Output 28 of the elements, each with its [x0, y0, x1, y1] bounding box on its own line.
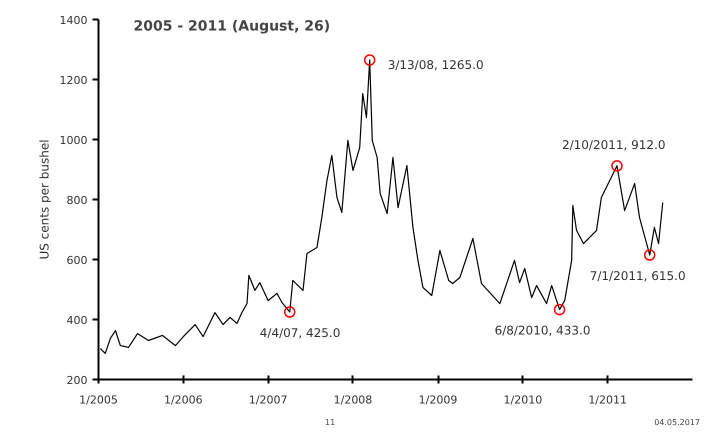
y-tick-label: 200	[66, 374, 88, 387]
y-tick-label: 600	[66, 254, 88, 267]
y-axis-title: US cents per bushel	[38, 139, 52, 260]
annotation: 7/1/2011, 615.0	[590, 269, 686, 283]
point	[644, 249, 656, 261]
y-tick-label: 800	[66, 194, 88, 207]
text: 04.05.2017	[654, 417, 700, 428]
annotation: 2/10/2011, 912.0	[562, 138, 666, 152]
annotation: 6/8/2010, 433.0	[494, 324, 590, 338]
x-tick-label: 1/2007	[248, 394, 288, 406]
y-tick-label: 400	[66, 314, 88, 327]
point	[364, 54, 376, 66]
x-tick-label: 1/2005	[79, 394, 118, 406]
point	[554, 304, 566, 316]
annotation: 3/13/08, 1265.0	[388, 58, 484, 72]
y-tick-label: 1000	[60, 134, 88, 147]
x-tick-label: 1/2010	[504, 394, 542, 406]
chart-title: 2005 - 2011 (August, 26)	[134, 18, 330, 34]
y-tick-label: 1400	[60, 14, 88, 27]
x-tick-label: 1/2009	[418, 394, 458, 406]
point	[611, 160, 623, 172]
x-tick-label: 1/2011	[588, 394, 628, 406]
point	[284, 306, 296, 318]
annotation: 4/4/07, 425.0	[260, 326, 340, 340]
x-tick-label: 1/2006	[164, 394, 203, 406]
text: 11	[325, 417, 336, 428]
x-tick-label: 1/2008	[334, 394, 372, 406]
y-tick-label: 1200	[60, 74, 88, 87]
